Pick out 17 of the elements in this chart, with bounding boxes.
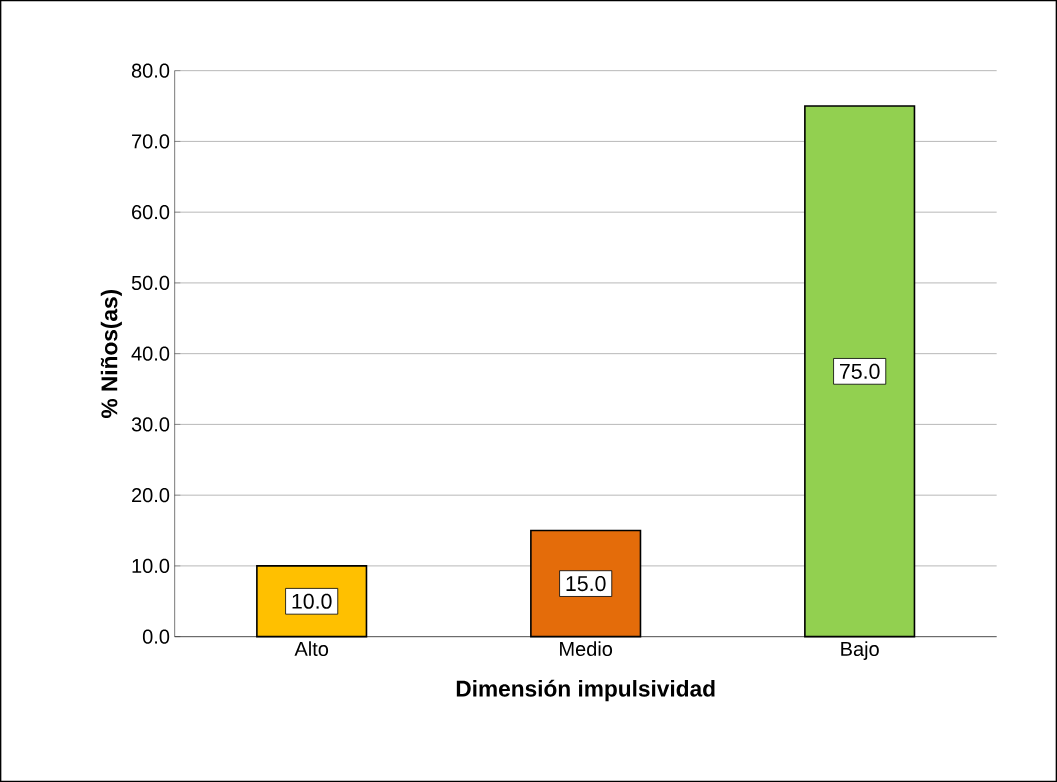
- y-axis-title: % Niños(as): [100, 289, 122, 418]
- y-tick-label: 30.0: [131, 417, 170, 432]
- y-tick-label: 80.0: [131, 63, 170, 78]
- y-tick-label: 70.0: [132, 134, 170, 149]
- data-label: 75.0: [839, 363, 880, 379]
- y-tick-label: 60.0: [132, 205, 170, 220]
- x-tick-label: Medio: [560, 641, 613, 657]
- y-tick-label: 50.0: [131, 275, 170, 290]
- data-label: 10.0: [292, 593, 332, 609]
- data-label: 15.0: [566, 576, 606, 592]
- x-tick-label: Bajo: [841, 641, 879, 660]
- x-tick-label: Alto: [294, 641, 329, 657]
- y-tick-label: 40.0: [131, 346, 170, 361]
- y-tick-label: 20.0: [132, 488, 170, 503]
- y-tick-label: 10.0: [132, 558, 170, 573]
- x-axis-title: Dimensión impulsividad: [456, 679, 715, 702]
- y-tick-label: 0.0: [142, 629, 170, 644]
